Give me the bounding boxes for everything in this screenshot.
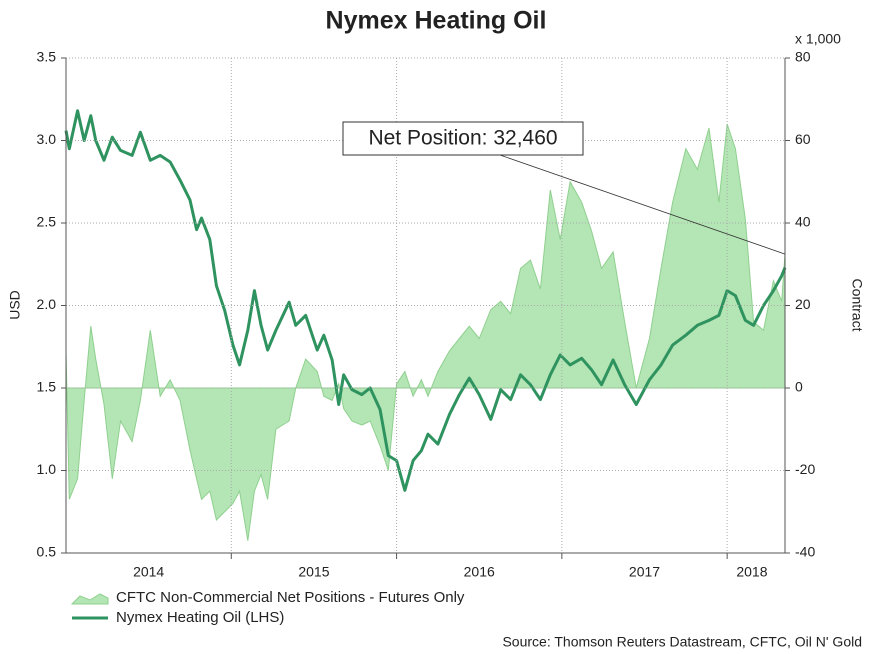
- x-tick-label: 2014: [133, 564, 164, 580]
- y2-tick-label: 40: [795, 214, 811, 230]
- legend-swatch: [70, 593, 109, 605]
- line: [64, 109, 787, 492]
- legend-label: Nymex Heating Oil (LHS): [116, 609, 284, 626]
- annotation-box: [342, 121, 584, 156]
- area: [65, 123, 786, 541]
- y2-tick-label: 20: [795, 296, 811, 312]
- y-tick-label: 1.5: [37, 379, 57, 395]
- y-axis-label: USD: [7, 290, 23, 320]
- y2-axis-label: Contract: [849, 279, 865, 332]
- annotation-leader: [499, 154, 786, 255]
- x-tick-label: 2018: [736, 564, 767, 580]
- x-tick-label: 2015: [298, 564, 329, 580]
- y2-tick-label: -20: [795, 461, 815, 477]
- y2-tick-label: -40: [795, 544, 815, 560]
- y-tick-label: 2.0: [37, 296, 57, 312]
- y-tick-label: 3.5: [37, 49, 57, 65]
- x-tick-label: 2016: [464, 564, 495, 580]
- legend-label: CFTC Non-Commercial Net Positions - Futu…: [116, 589, 465, 606]
- x-tick-label: 2017: [629, 564, 660, 580]
- y-tick-label: 2.5: [37, 214, 57, 230]
- y2-tick-label: 80: [795, 49, 811, 65]
- y-tick-label: 3.0: [37, 131, 57, 147]
- source: Source: Thomson Reuters Datastream, CFTC…: [502, 634, 862, 650]
- annotation: Net Position: 32,460: [368, 127, 557, 150]
- y-tick-label: 1.0: [37, 461, 57, 477]
- y2-unit: x 1,000: [795, 31, 841, 47]
- y2-tick-label: 60: [795, 131, 811, 147]
- chart-title: Nymex Heating Oil: [326, 7, 547, 35]
- y-tick-label: 0.5: [37, 544, 57, 560]
- y2-tick-label: 0: [795, 379, 803, 395]
